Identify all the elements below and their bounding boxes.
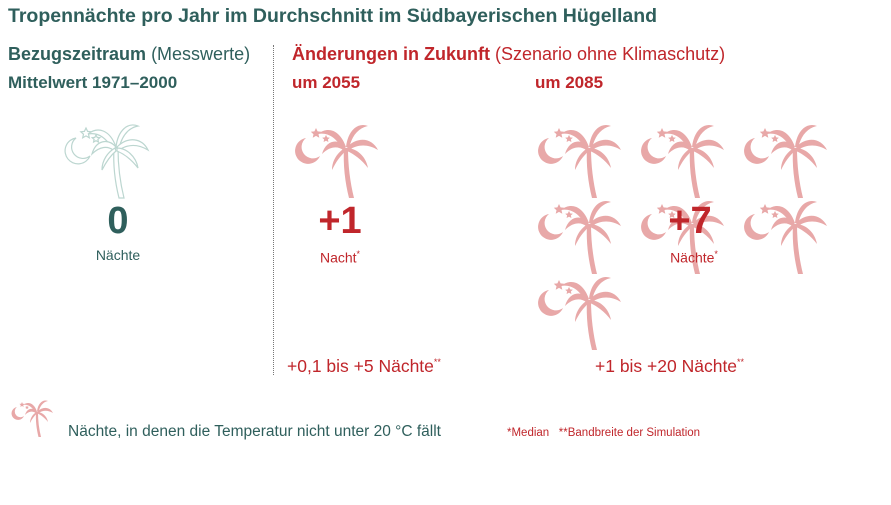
reference-heading: Bezugszeitraum (Messwerte) bbox=[8, 44, 250, 65]
palm-icon bbox=[741, 196, 831, 276]
unit-2055: Nacht* bbox=[300, 249, 380, 266]
palm-icon bbox=[535, 272, 625, 352]
unit-2085-mark: * bbox=[714, 249, 718, 259]
column-divider bbox=[273, 45, 274, 375]
period-2085-label: um 2085 bbox=[535, 73, 604, 92]
palm-icon bbox=[292, 120, 382, 200]
value-2085: +7 bbox=[668, 200, 712, 242]
unit-2085: Nächte* bbox=[654, 249, 734, 266]
footnotes: *Median **Bandbreite der Simulation bbox=[507, 427, 701, 439]
future-heading-bold: Änderungen in Zukunft bbox=[292, 44, 490, 64]
reference-heading-bold: Bezugszeitraum bbox=[8, 44, 147, 64]
unit-2085-text: Nächte bbox=[670, 249, 715, 266]
unit-2055-text: Nacht bbox=[319, 249, 357, 266]
reference-value: 0 bbox=[107, 200, 129, 242]
reference-period: Mittelwert 1971–2000 bbox=[8, 73, 178, 92]
range-2085-text: +1 bis +20 Nächte bbox=[595, 356, 738, 376]
palm-icon bbox=[535, 196, 625, 276]
range-2085-mark: ** bbox=[737, 357, 745, 368]
chart-title: Tropennächte pro Jahr im Durchschnitt im… bbox=[8, 5, 658, 27]
reference-unit: Nächte bbox=[95, 247, 141, 263]
palm-icon bbox=[741, 120, 831, 200]
palm-outline-icon bbox=[62, 120, 152, 200]
legend-text: Nächte, in denen die Temperatur nicht un… bbox=[68, 423, 441, 440]
unit-2055-mark: * bbox=[356, 249, 361, 259]
future-heading: Änderungen in Zukunft (Szenario ohne Kli… bbox=[292, 44, 725, 65]
range-2055-mark: ** bbox=[433, 357, 441, 368]
palm-icon bbox=[535, 120, 625, 200]
value-2055: +1 bbox=[318, 200, 362, 242]
range-2055: +0,1 bis +5 Nächte** bbox=[287, 356, 441, 377]
future-heading-light: (Szenario ohne Klimaschutz) bbox=[495, 44, 726, 64]
period-2055-label: um 2055 bbox=[292, 73, 361, 92]
reference-heading-light: (Messwerte) bbox=[151, 44, 251, 64]
palm-icon bbox=[638, 120, 728, 200]
range-2085: +1 bis +20 Nächte** bbox=[595, 356, 744, 377]
palm-moon-icon bbox=[10, 398, 55, 438]
range-2055-text: +0,1 bis +5 Nächte bbox=[287, 356, 434, 376]
